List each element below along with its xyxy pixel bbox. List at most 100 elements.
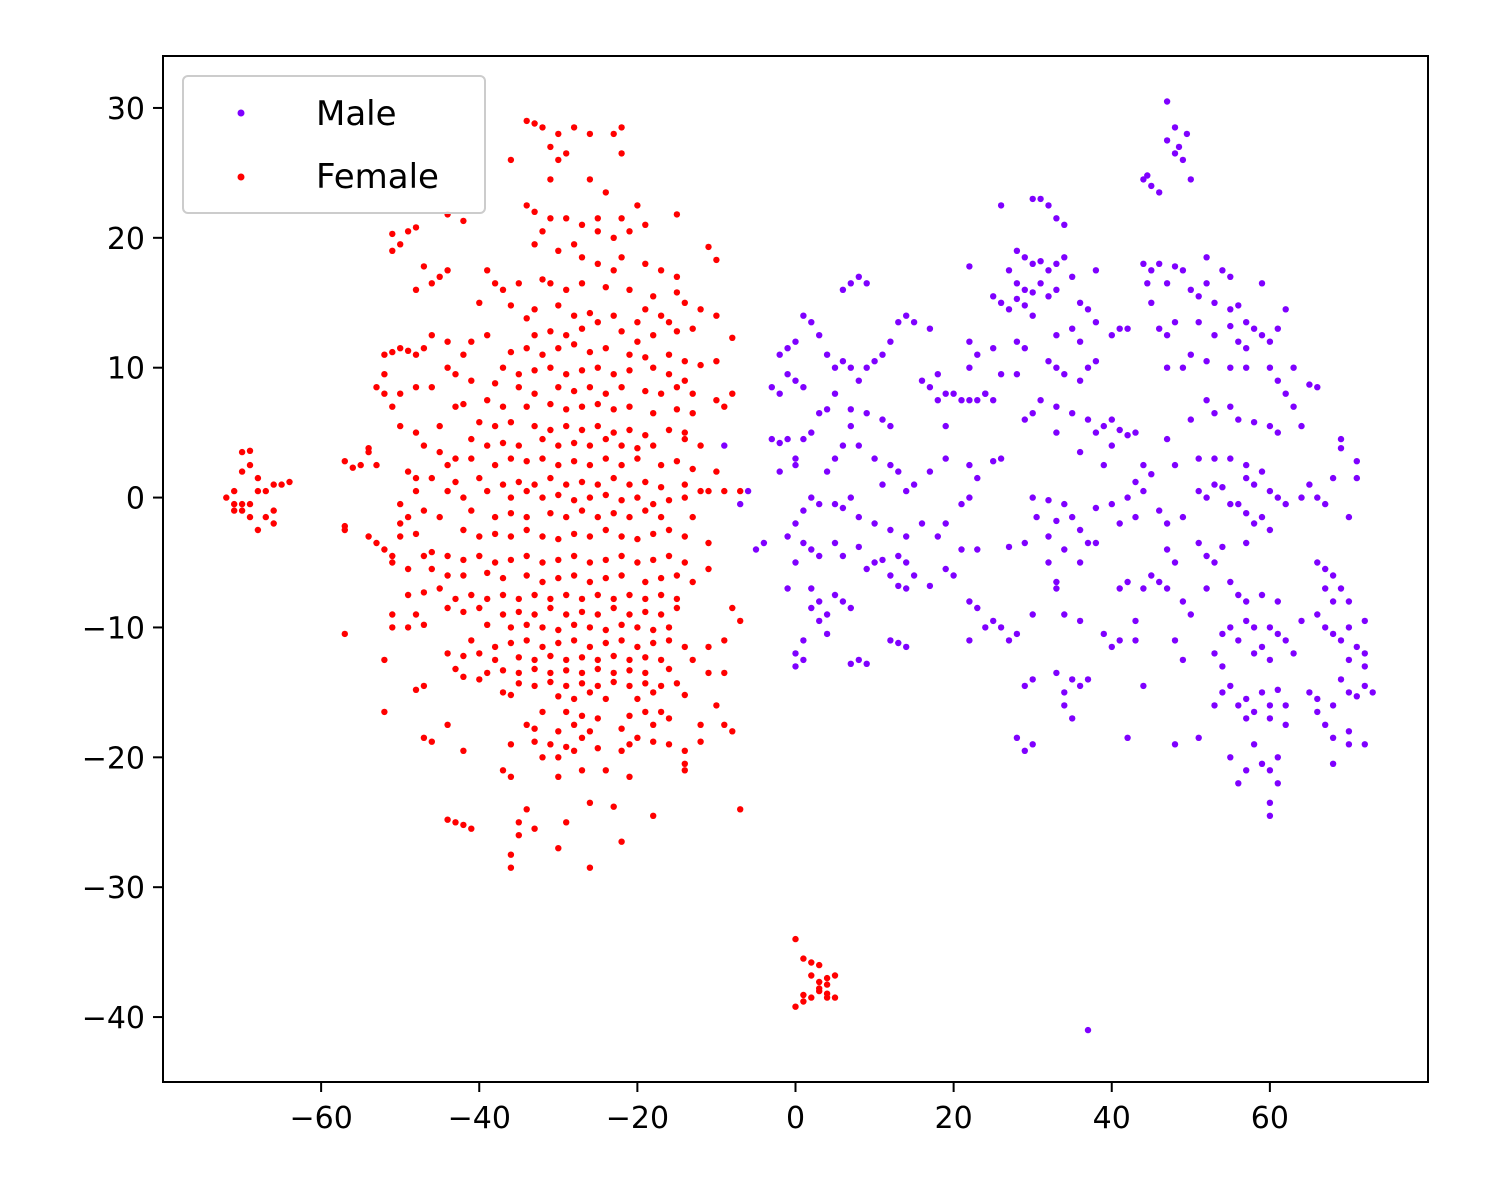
- point-male-249: [1061, 611, 1068, 618]
- point-female-558: [823, 981, 831, 988]
- point-female-5: [586, 130, 594, 138]
- point-female-526: [365, 445, 372, 452]
- point-male-256: [1053, 585, 1060, 592]
- point-female-509: [523, 806, 530, 813]
- point-male-263: [982, 624, 989, 631]
- point-female-183: [468, 435, 475, 443]
- point-female-411: [610, 652, 617, 660]
- point-male-153: [1298, 494, 1305, 501]
- point-female-400: [721, 637, 728, 644]
- point-female-38: [657, 267, 665, 274]
- point-female-408: [563, 656, 570, 664]
- point-female-337: [484, 595, 491, 603]
- point-female-519: [507, 851, 515, 858]
- point-female-81: [729, 334, 736, 341]
- point-female-477: [428, 738, 435, 745]
- point-male-280: [1258, 689, 1266, 696]
- point-female-489: [681, 747, 688, 754]
- point-female-368: [737, 617, 744, 625]
- point-female-55: [491, 280, 499, 287]
- point-male-209: [1258, 591, 1266, 599]
- point-female-456: [381, 708, 388, 716]
- point-male-418: [839, 552, 847, 560]
- point-female-351: [389, 611, 396, 618]
- point-male-351: [926, 325, 934, 332]
- point-male-71: [1243, 345, 1250, 352]
- point-female-315: [705, 565, 712, 573]
- point-male-411: [800, 507, 807, 514]
- point-female-20: [578, 221, 586, 228]
- point-female-146: [657, 390, 665, 397]
- point-male-57: [1144, 280, 1151, 287]
- point-female-324: [570, 572, 578, 579]
- point-male-276: [1266, 715, 1274, 722]
- point-male-138: [1298, 422, 1305, 430]
- point-female-85: [563, 332, 570, 339]
- point-male-300: [1369, 689, 1376, 696]
- point-female-193: [634, 445, 641, 452]
- point-male-177: [1108, 500, 1116, 508]
- point-female-544: [254, 526, 262, 534]
- point-male-27: [1013, 280, 1021, 287]
- point-female-184: [484, 442, 491, 449]
- point-male-155: [1243, 474, 1250, 482]
- point-female-102: [460, 351, 467, 358]
- point-female-139: [531, 390, 538, 397]
- point-male-246: [1116, 637, 1123, 644]
- x-tick-label: 40: [1093, 1101, 1131, 1136]
- point-male-116: [1053, 429, 1060, 436]
- point-male-421: [871, 559, 878, 566]
- point-female-2: [539, 124, 546, 131]
- point-male-406: [847, 494, 854, 501]
- point-female-213: [673, 458, 681, 465]
- point-female-11: [555, 156, 562, 164]
- point-female-522: [341, 458, 348, 465]
- point-female-71: [586, 309, 594, 317]
- point-male-243: [1179, 656, 1187, 664]
- point-male-295: [1322, 721, 1329, 728]
- point-female-520: [507, 864, 515, 871]
- point-male-391: [926, 468, 934, 475]
- point-female-449: [555, 693, 562, 700]
- point-female-294: [389, 552, 396, 560]
- point-male-262: [997, 624, 1005, 631]
- point-female-323: [555, 574, 562, 582]
- point-male-327: [784, 435, 791, 443]
- point-male-394: [974, 474, 981, 482]
- point-male-215: [1282, 637, 1289, 644]
- point-female-397: [665, 637, 673, 644]
- point-female-499: [507, 773, 515, 780]
- point-female-28: [594, 228, 601, 235]
- point-male-136: [1274, 429, 1282, 436]
- point-male-55: [1163, 280, 1171, 287]
- point-male-127: [1227, 455, 1234, 462]
- point-female-62: [602, 284, 609, 291]
- point-female-53: [412, 286, 420, 293]
- point-male-355: [871, 358, 878, 365]
- point-female-129: [681, 377, 688, 384]
- point-female-295: [389, 559, 396, 566]
- point-female-287: [602, 526, 609, 534]
- point-female-331: [689, 578, 696, 586]
- point-female-140: [555, 384, 562, 391]
- point-male-142: [1282, 390, 1289, 397]
- point-female-172: [507, 419, 515, 426]
- x-tick-label: −20: [606, 1101, 669, 1136]
- point-female-297: [420, 552, 428, 560]
- point-female-255: [420, 507, 428, 514]
- point-male-85: [1243, 364, 1250, 371]
- point-female-483: [578, 734, 586, 741]
- point-female-374: [523, 621, 530, 628]
- point-male-72: [1258, 280, 1266, 287]
- point-male-338: [808, 319, 815, 326]
- point-male-290: [1266, 799, 1274, 806]
- point-female-299: [444, 552, 451, 560]
- point-male-380: [823, 468, 831, 475]
- point-male-407: [839, 504, 847, 512]
- point-female-159: [578, 403, 586, 410]
- point-male-146: [1337, 445, 1345, 452]
- point-female-201: [468, 455, 475, 462]
- point-female-380: [618, 621, 625, 628]
- point-male-445: [792, 663, 799, 670]
- point-female-187: [539, 435, 546, 443]
